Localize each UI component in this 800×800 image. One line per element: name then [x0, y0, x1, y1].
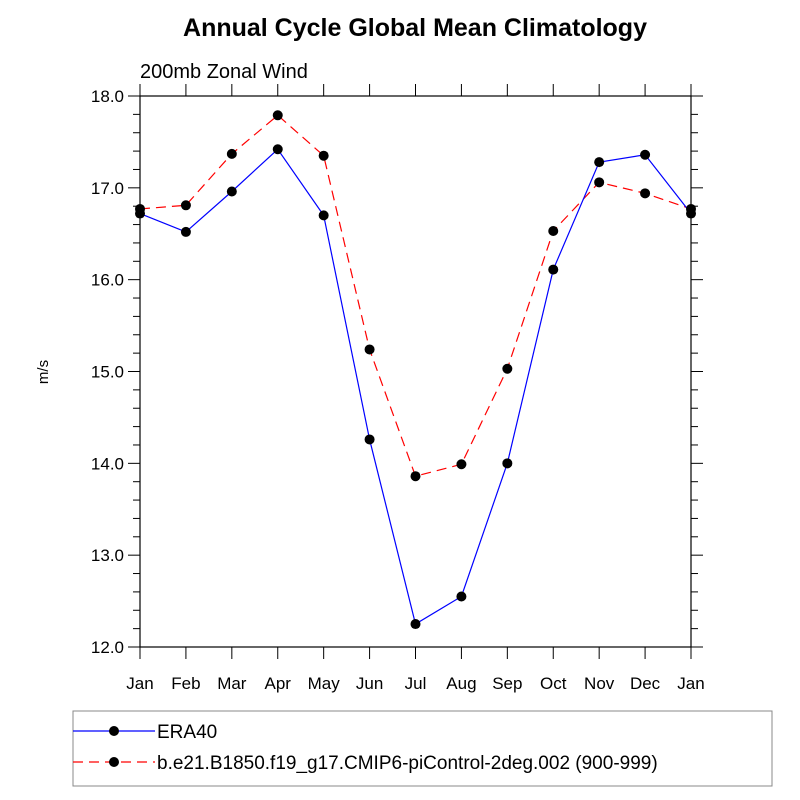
data-point-era40 [318, 210, 329, 221]
y-tick-label: 14.0 [91, 454, 124, 473]
data-point-era40 [640, 149, 651, 160]
legend: ERA40 b.e21.B1850.f19_g17.CMIP6-piControl… [72, 710, 773, 787]
data-point-era40 [456, 591, 467, 602]
data-point-model [686, 203, 696, 214]
x-tick-label: May [308, 674, 341, 693]
legend-label-model: b.e21.B1850.f19_g17.CMIP6-piControl-2deg… [157, 753, 658, 774]
y-tick-label: 13.0 [91, 546, 124, 565]
legend-marker [109, 757, 119, 767]
data-point-model [272, 110, 283, 121]
x-tick-label: Sep [492, 674, 522, 693]
y-tick-label: 18.0 [91, 87, 124, 106]
data-point-model [502, 363, 513, 374]
x-axis-ticks: Jan Feb Mar Apr May Jun Jul Aug Sep Oct Nov Dec Jan [126, 84, 705, 693]
y-axis-ticks: 12.0 13.0 14.0 15.0 16.0 17.0 18.0 [91, 87, 703, 657]
x-tick-label: Jan [677, 674, 704, 693]
x-tick-label: Feb [171, 674, 200, 693]
y-tick-label: 12.0 [91, 638, 124, 657]
x-tick-label: Nov [584, 674, 615, 693]
plot-area-border [139, 95, 692, 648]
x-tick-label: Aug [446, 674, 476, 693]
data-point-era40 [594, 157, 605, 168]
data-point-model [226, 148, 237, 159]
legend-box [72, 710, 773, 787]
data-point-era40 [272, 144, 283, 155]
y-tick-label: 17.0 [91, 179, 124, 198]
data-point-era40 [502, 458, 513, 469]
data-point-model [548, 225, 559, 236]
x-tick-label: Mar [217, 674, 247, 693]
data-point-model [456, 459, 467, 470]
data-point-era40 [548, 264, 559, 275]
y-axis-label: m/s [35, 360, 52, 384]
legend-label-era40: ERA40 [157, 722, 217, 743]
data-point-model [135, 203, 145, 214]
x-tick-label: Dec [630, 674, 661, 693]
x-tick-label: Jun [356, 674, 383, 693]
data-point-era40 [410, 619, 421, 630]
x-tick-label: Apr [265, 674, 292, 693]
data-point-model [410, 471, 421, 482]
x-tick-label: Jan [126, 674, 153, 693]
series-line-model [139, 114, 692, 477]
x-tick-label: Oct [540, 674, 567, 693]
chart-title: Annual Cycle Global Mean Climatology [183, 14, 647, 42]
data-point-model [318, 150, 329, 161]
series-line-era40 [139, 148, 692, 625]
data-point-era40 [180, 226, 191, 237]
data-point-model [364, 344, 375, 355]
y-tick-label: 15.0 [91, 363, 124, 382]
data-point-model [180, 200, 191, 211]
y-tick-label: 16.0 [91, 271, 124, 290]
data-point-era40 [364, 434, 375, 445]
data-point-model [640, 188, 651, 199]
plot-frame [139, 95, 692, 648]
data-point-model [594, 177, 605, 188]
legend-marker [109, 726, 119, 736]
x-tick-label: Jul [405, 674, 427, 693]
data-point-era40 [226, 186, 237, 197]
series-layer [135, 110, 696, 630]
chart-subtitle: 200mb Zonal Wind [140, 61, 308, 83]
